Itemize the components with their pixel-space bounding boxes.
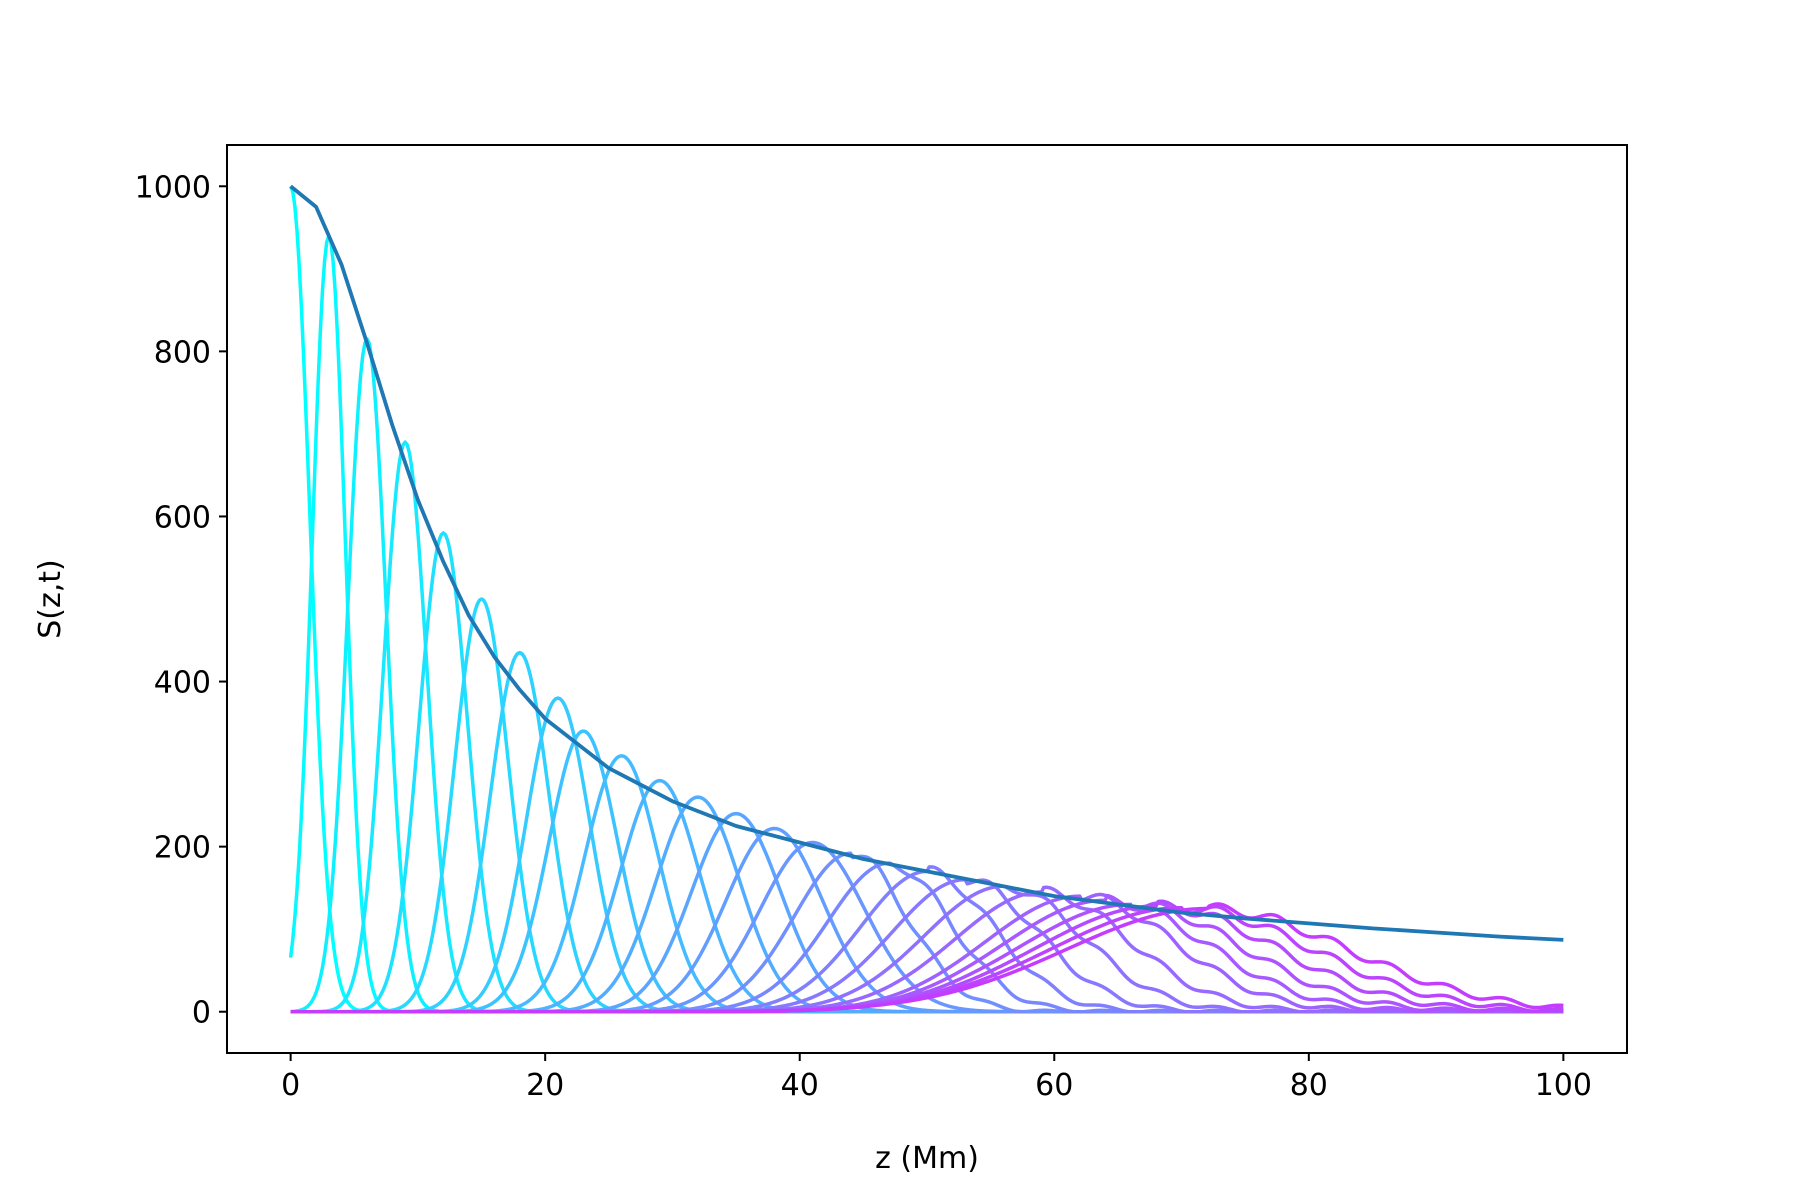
x-tick-label: 0 (281, 1068, 300, 1103)
y-tick-label: 0 (192, 996, 211, 1031)
y-axis-label: S(z,t) (33, 559, 68, 639)
y-tick-label: 400 (154, 666, 211, 701)
pulse-curve-6 (290, 650, 1564, 1014)
x-tick-label: 40 (781, 1068, 819, 1103)
x-tick-label: 20 (526, 1068, 564, 1103)
plot-curves (288, 184, 1564, 1014)
envelope-curve (289, 184, 1564, 942)
x-tick-label: 60 (1035, 1068, 1073, 1103)
pulse-curve-5 (290, 597, 1564, 1014)
y-tick-label: 600 (154, 500, 211, 535)
x-axis-ticks: 0 20 40 60 80 100 (281, 1053, 1592, 1103)
y-tick-label: 200 (154, 831, 211, 866)
x-tick-label: 80 (1290, 1068, 1328, 1103)
y-axis-ticks: 0 200 400 600 800 1000 (135, 170, 227, 1031)
pulse-curve-26 (290, 902, 1564, 1014)
x-axis-label: z (Mm) (875, 1141, 979, 1176)
y-tick-label: 800 (154, 335, 211, 370)
pulse-curve-4 (290, 531, 1564, 1014)
plot-frame (226, 144, 1628, 1054)
pulse-curve-2 (290, 337, 1564, 1014)
y-tick-label: 1000 (135, 170, 211, 205)
x-tick-label: 100 (1535, 1068, 1592, 1103)
pulse-curve-3 (290, 440, 1564, 1014)
